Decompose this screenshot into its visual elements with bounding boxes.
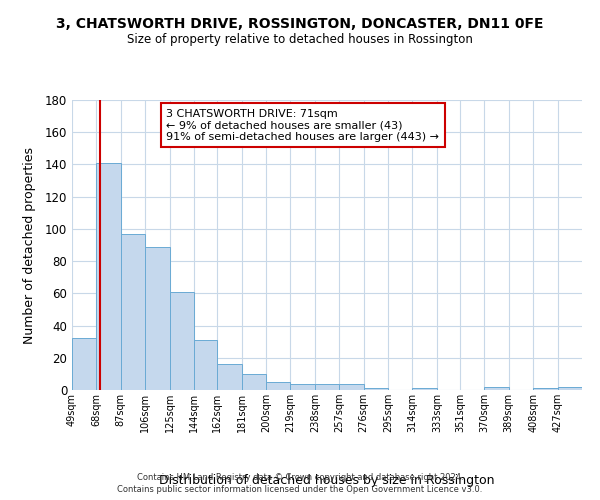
X-axis label: Distribution of detached houses by size in Rossington: Distribution of detached houses by size …	[159, 474, 495, 487]
Bar	[217, 364, 242, 390]
Bar	[364, 388, 388, 390]
Bar	[121, 234, 145, 390]
Bar	[97, 163, 121, 390]
Text: Size of property relative to detached houses in Rossington: Size of property relative to detached ho…	[127, 32, 473, 46]
Bar	[533, 388, 557, 390]
Text: Contains HM Land Registry data © Crown copyright and database right 2024.: Contains HM Land Registry data © Crown c…	[137, 473, 463, 482]
Bar	[315, 384, 339, 390]
Text: 3, CHATSWORTH DRIVE, ROSSINGTON, DONCASTER, DN11 0FE: 3, CHATSWORTH DRIVE, ROSSINGTON, DONCAST…	[56, 18, 544, 32]
Bar	[145, 246, 170, 390]
Text: 3 CHATSWORTH DRIVE: 71sqm
← 9% of detached houses are smaller (43)
91% of semi-d: 3 CHATSWORTH DRIVE: 71sqm ← 9% of detach…	[166, 108, 439, 142]
Bar	[533, 388, 557, 390]
Y-axis label: Number of detached properties: Number of detached properties	[23, 146, 37, 344]
Bar	[266, 382, 290, 390]
Bar	[557, 387, 582, 390]
Bar	[242, 374, 266, 390]
Bar	[484, 387, 509, 390]
Bar	[194, 340, 217, 390]
Bar	[339, 384, 364, 390]
Bar	[412, 388, 437, 390]
Bar	[72, 338, 97, 390]
Text: Contains public sector information licensed under the Open Government Licence v3: Contains public sector information licen…	[118, 486, 482, 494]
Bar	[170, 292, 194, 390]
Bar	[290, 384, 315, 390]
